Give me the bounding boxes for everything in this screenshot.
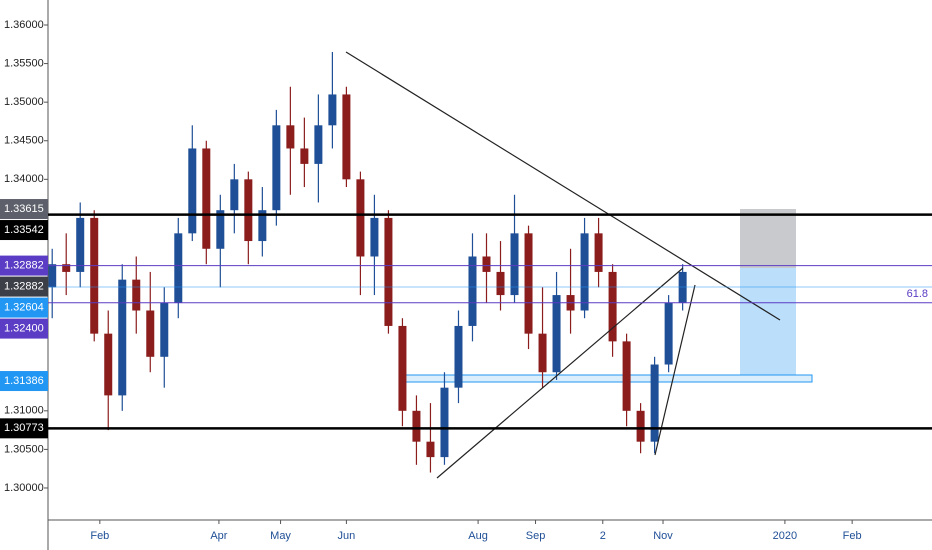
candle-body [62,264,71,272]
candle-body [146,310,155,357]
candle-body [370,217,379,257]
price-label: 1.32882 [4,281,44,293]
price-label: 1.30773 [4,422,44,434]
price-label-box [0,371,48,392]
fib-label: 61.8 [907,288,928,300]
stop-zone [740,209,796,268]
price-label-box [0,418,48,439]
price-label-box [0,276,48,297]
candle-body [622,341,631,411]
candle-body [426,441,435,458]
price-label: 1.33615 [4,203,44,215]
y-tick-label: 1.34000 [4,173,44,185]
price-label-box [0,255,48,276]
candle-body [664,302,673,365]
candle-body [104,333,113,396]
candle-body [342,94,351,180]
support-zone [401,374,813,383]
candle-body [510,233,519,296]
candle-body [160,302,169,357]
candle-body [398,325,407,411]
candle-body [76,217,85,272]
x-tick-label: 2 [600,530,606,542]
x-tick-label: 2020 [773,530,797,542]
x-tick-label: May [270,530,291,542]
candle-body [258,210,267,242]
price-label-box [0,297,48,318]
y-tick-label: 1.31000 [4,405,44,417]
candle-body [608,271,617,342]
x-tick-label: Apr [210,530,227,542]
target-zone [740,268,796,381]
trend-line [654,284,696,456]
candle-body [454,325,463,388]
candle-body [188,148,197,234]
candle-body [356,179,365,257]
candle-body [496,271,505,296]
candle-body [118,279,127,396]
y-tick-label: 1.30500 [4,443,44,455]
y-tick-label: 1.34500 [4,135,44,147]
candle-body [48,264,57,288]
x-tick-label: Feb [843,530,862,542]
price-label: 1.32604 [4,302,44,314]
candle-body [272,125,281,211]
x-tick-label: Aug [468,530,488,542]
candle-body [468,256,477,326]
candle-body [244,179,253,242]
price-label-box [0,220,48,241]
price-label: 1.31386 [4,375,44,387]
price-label: 1.32400 [4,323,44,335]
candle-body [594,233,603,272]
candle-body [90,217,99,334]
x-tick-label: Jun [338,530,356,542]
y-tick-label: 1.35000 [4,96,44,108]
x-tick-label: Nov [653,530,673,542]
candle-body [216,210,225,249]
candle-body [482,256,491,272]
y-tick-label: 1.35500 [4,57,44,69]
candle-body [538,333,547,373]
candle-body [300,148,309,164]
price-label: 1.32882 [4,260,44,272]
candle-body [524,233,533,334]
candle-body [202,148,211,249]
trend-line [345,51,781,321]
price-label-box [0,199,48,220]
candle-body [412,410,421,442]
price-label: 1.33542 [4,224,44,236]
candle-body [328,94,337,126]
candle-body [174,233,183,303]
x-tick-label: Sep [526,530,546,542]
price-label-box [0,318,48,339]
y-tick-label: 1.36000 [4,19,44,31]
y-tick-label: 1.30000 [4,482,44,494]
candle-body [384,217,393,326]
candle-body [650,364,659,442]
candle-body [552,295,561,373]
candle-body [440,387,449,458]
plot-area [48,52,687,473]
x-tick-label: Feb [90,530,109,542]
candle-body [636,410,645,442]
candle-body [580,233,589,311]
candle-body [314,125,323,164]
candle-body [230,179,239,211]
candle-body [286,125,295,149]
candle-body [132,279,141,311]
